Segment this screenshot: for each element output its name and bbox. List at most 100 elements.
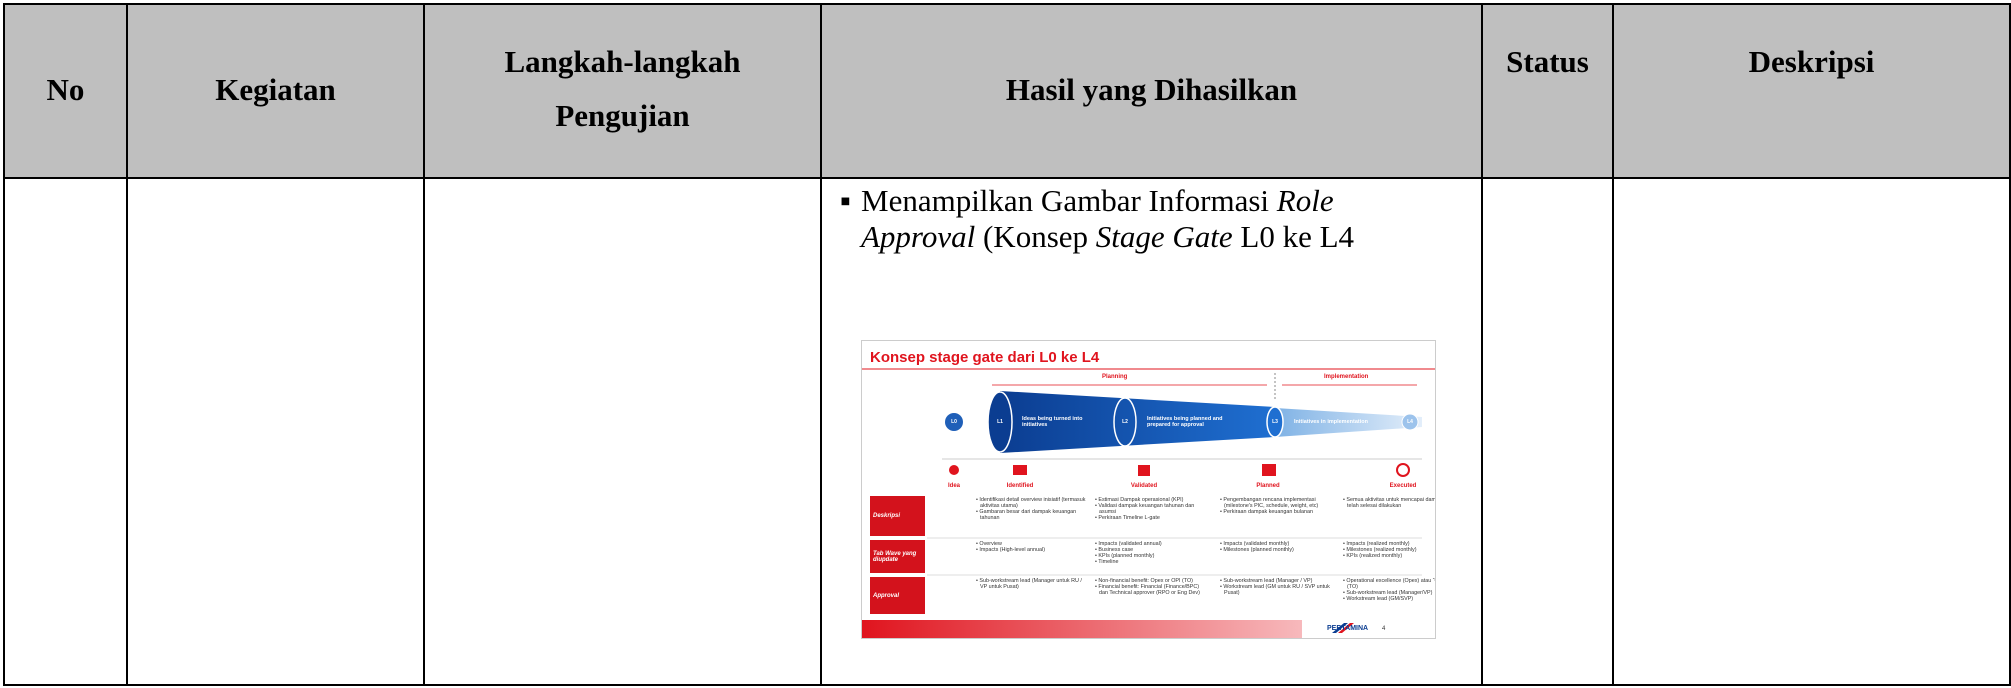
bullet-item: Impacts (validated monthly) (1220, 541, 1332, 547)
cell-bullets: Pengembangan rencana implementasi (miles… (1220, 497, 1332, 515)
logo (1338, 623, 1354, 633)
bullet-item: KPIs (realized monthly) (1343, 553, 1435, 559)
cell-bullets: Estimasi Dampak operasional (KPI)Validas… (1095, 497, 1207, 521)
slide-graphics (862, 368, 1435, 638)
logo (1332, 623, 1348, 633)
cell-bullets: Identifikasi detail overview inisiatif (… (976, 497, 1088, 521)
header-row: No Kegiatan Langkah-langkah Pengujian Ha… (3, 3, 2011, 179)
bullet-item: Sub-workstream lead (Manager untuk RU / … (976, 578, 1088, 590)
header-text: Status (1506, 44, 1589, 79)
bullet-item: Business case (1095, 547, 1207, 553)
level-circle (1401, 413, 1419, 431)
header-text: No (46, 72, 85, 107)
bullet-item: Impacts (realized monthly) (1343, 541, 1435, 547)
footer-bar (862, 620, 1302, 638)
stage-icons (949, 463, 1410, 477)
level-circle (1113, 397, 1137, 447)
bullet-item: Timeline (1095, 559, 1207, 565)
bullet-item: Milestones (planned monthly) (1220, 547, 1332, 553)
bullet-item: Gambaran besar dari dampak keuangan tahu… (976, 509, 1088, 521)
slide-title: Konsep stage gate dari L0 ke L4 (870, 349, 1100, 366)
row-label: Tab Wave yang diupdate (870, 540, 925, 573)
header-text: Langkah-langkah Pengujian (504, 44, 741, 133)
bullet-item: Operational excellence (Opex) atau “OPI”… (1343, 578, 1435, 590)
cell-bullets: Impacts (realized monthly)Milestones (re… (1343, 541, 1435, 559)
header-text: Kegiatan (215, 72, 336, 107)
cell-bullets: Operational excellence (Opex) atau “OPI”… (1343, 578, 1435, 602)
bullet-item: Sub-workstream lead (Manager/VP) (1343, 590, 1435, 596)
text: (Konsep (975, 219, 1096, 254)
bullet-item: Financial benefit: Financial (Finance/BP… (1095, 584, 1207, 596)
phase-label: Implementation (1324, 374, 1369, 380)
funnel-text: Initiatives being planned and prepared f… (1147, 416, 1223, 428)
bullet-item: Overview (976, 541, 1088, 547)
bullet-item: Semua aktivitas untuk mencapai dampak te… (1343, 497, 1435, 509)
stage-label: Identified (1006, 483, 1034, 489)
page-number: 4 (1382, 626, 1386, 632)
level-label: L1 (997, 419, 1003, 425)
bullet-item: Impacts (validated annual) (1095, 541, 1207, 547)
cell-bullets: Sub-workstream lead (Manager / VP)Workst… (1220, 578, 1332, 596)
text: Menampilkan Gambar Informasi (861, 183, 1277, 218)
slide-image: Konsep stage gate dari L0 ke L4 Planning… (861, 340, 1436, 639)
funnel-dark (1000, 391, 1275, 453)
funnel-text: Initiatives in implementation (1294, 419, 1368, 425)
level-circle (1266, 406, 1284, 438)
bullet-item: Pengembangan rencana implementasi (miles… (1220, 497, 1332, 509)
level-circle (945, 413, 963, 431)
bullet-item: KPIs (planned monthly) (1095, 553, 1207, 559)
text: L0 ke L4 (1232, 219, 1355, 254)
bullet-item: Validasi dampak keuangan tahunan dan asu… (1095, 503, 1207, 515)
bullet-item: Perkiraan Timeline L-gate (1095, 515, 1207, 521)
result-text: Menampilkan Gambar Informasi Role Approv… (861, 183, 1371, 255)
test-table: No Kegiatan Langkah-langkah Pengujian Ha… (3, 3, 2011, 686)
bullet-item: Non-financial benefit: Opex or OPI (TO) (1095, 578, 1207, 584)
header-text: Hasil yang Dihasilkan (1005, 72, 1298, 107)
text-italic: Role Approval (861, 183, 1334, 254)
level-label: L2 (1122, 419, 1128, 425)
cell-bullets: Semua aktivitas untuk mencapai dampak te… (1343, 497, 1435, 509)
row-label: Approval (870, 577, 925, 614)
header-cell: Deskripsi (1612, 3, 2011, 179)
cell-bullets: Non-financial benefit: Opex or OPI (TO)F… (1095, 578, 1207, 596)
text-italic: Stage Gate (1095, 219, 1233, 254)
header-cell: Hasil yang Dihasilkan (820, 3, 1483, 179)
bullet-item: Estimasi Dampak operasional (KPI) (1095, 497, 1207, 503)
header-cell: Kegiatan (126, 3, 425, 179)
level-label: L3 (1272, 419, 1278, 425)
funnel-light (1275, 408, 1422, 437)
cell-bullets: Sub-workstream lead (Manager untuk RU / … (976, 578, 1088, 590)
cell-bullets: Impacts (validated annual)Business caseK… (1095, 541, 1207, 565)
bullet-item: Sub-workstream lead (Manager / VP) (1220, 578, 1332, 584)
row-label: Deskripsi (870, 496, 925, 536)
cell (126, 177, 425, 686)
level-circle (987, 391, 1013, 453)
header-cell: Langkah-langkah Pengujian (423, 3, 822, 179)
level-label: L0 (951, 419, 957, 425)
header-cell: Status (1481, 3, 1614, 179)
bullet-item: Workstream lead (GM/SVP) (1343, 596, 1435, 602)
cell-bullets: OverviewImpacts (High-level annual) (976, 541, 1088, 553)
bullet-item: Milestones (realized monthly) (1343, 547, 1435, 553)
cell (1481, 177, 1614, 686)
level-label: L4 (1407, 419, 1413, 425)
header-text: Deskripsi (1748, 44, 1875, 79)
cell (3, 177, 128, 686)
stage-label: Planned (1256, 483, 1280, 489)
bullet-item: Workstream lead (GM untuk RU / SVP untuk… (1220, 584, 1332, 596)
stage-label: Executed (1389, 483, 1417, 489)
bullet-item: Perkiraan dampak keuangan bulanan (1220, 509, 1332, 515)
phase-label: Planning (1102, 374, 1128, 380)
funnel-text: Ideas being turned into initiatives (1022, 416, 1083, 428)
bullet-item: Identifikasi detail overview inisiatif (… (976, 497, 1088, 509)
bullet-glyph: ▪ (840, 183, 851, 218)
cell (1612, 177, 2011, 686)
brand: PERTAMINA (1327, 625, 1369, 632)
stage-label: Idea (947, 483, 961, 489)
stage-label: Validated (1130, 483, 1158, 489)
header-cell: No (3, 3, 128, 179)
cell-bullets: Impacts (validated monthly)Milestones (p… (1220, 541, 1332, 553)
bullet-item: Impacts (High-level annual) (976, 547, 1088, 553)
cell (423, 177, 822, 686)
